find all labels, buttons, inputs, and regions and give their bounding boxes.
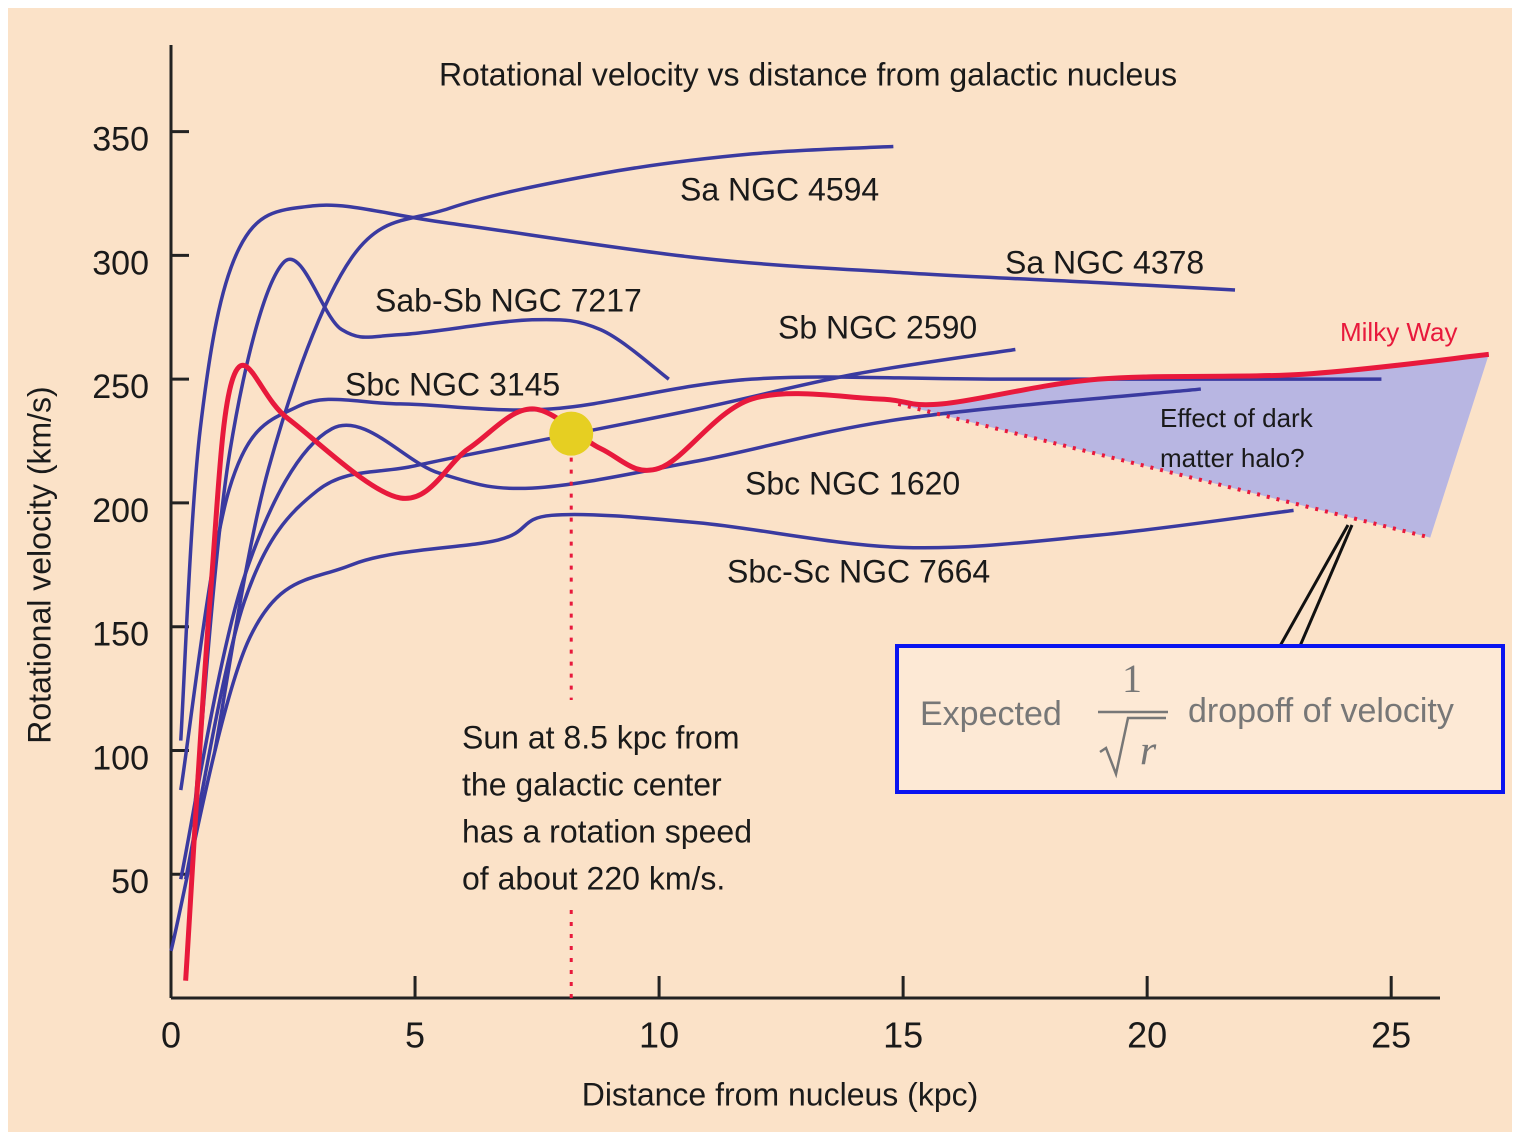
halo-region: [898, 354, 1489, 538]
chart-title: Rotational velocity vs distance from gal…: [439, 56, 1177, 92]
series-line: [179, 203, 1236, 741]
dropoff-line: [897, 401, 1431, 540]
series-label: Sbc NGC 1620: [745, 465, 960, 501]
callout-numerator: 1: [1122, 656, 1142, 701]
series-label: Sab-Sb NGC 7217: [375, 282, 642, 318]
x-tick-label: 5: [405, 1015, 425, 1056]
sqrt-sign: [1099, 716, 1166, 779]
halo-annotation: Effect of dark: [1160, 403, 1314, 433]
series-label: Sa NGC 4594: [680, 171, 879, 207]
x-tick-label: 10: [639, 1015, 679, 1056]
x-tick-label: 25: [1371, 1015, 1411, 1056]
pointer: [1278, 524, 1350, 647]
x-tick-label: 15: [883, 1015, 923, 1056]
y-tick-label: 200: [92, 492, 149, 530]
y-tick-label: 50: [111, 863, 149, 901]
x-axis-label: Distance from nucleus (kpc): [582, 1076, 979, 1112]
series-label: Sbc-Sc NGC 7664: [727, 553, 990, 589]
callout-text: dropoff of velocity: [1188, 692, 1454, 730]
series-label: Sbc NGC 3145: [345, 366, 560, 402]
series-line: [213, 144, 894, 751]
y-tick-label: 350: [92, 121, 149, 159]
sun-annotation: of about 220 km/s.: [462, 860, 725, 896]
y-tick-label: 250: [92, 368, 149, 406]
series-line: [179, 387, 1202, 880]
halo-annotation: matter halo?: [1160, 443, 1305, 473]
callout-box: [895, 644, 1505, 794]
sun-annotation: Sun at 8.5 kpc from: [462, 719, 739, 755]
series-line: [169, 508, 1294, 952]
series-label: Sb NGC 2590: [778, 309, 977, 345]
y-axis-label: Rotational velocity (km/s): [21, 386, 57, 743]
x-tick-label: 20: [1127, 1015, 1167, 1056]
y-tick-label: 150: [92, 616, 149, 654]
series-label: Milky Way: [1340, 317, 1457, 347]
background: [8, 8, 1512, 1132]
pointer: [1298, 524, 1354, 647]
callout-text: Expected: [920, 695, 1062, 733]
callout-radicand: r: [1140, 729, 1157, 775]
y-tick-label: 300: [92, 244, 149, 282]
y-tick-label: 100: [92, 739, 149, 777]
x-tick-label: 0: [161, 1015, 181, 1056]
sun-annotation: has a rotation speed: [462, 813, 752, 849]
sun-marker: [549, 411, 594, 456]
series-label: Sa NGC 4378: [1005, 244, 1204, 280]
sun-annotation: the galactic center: [462, 766, 722, 802]
